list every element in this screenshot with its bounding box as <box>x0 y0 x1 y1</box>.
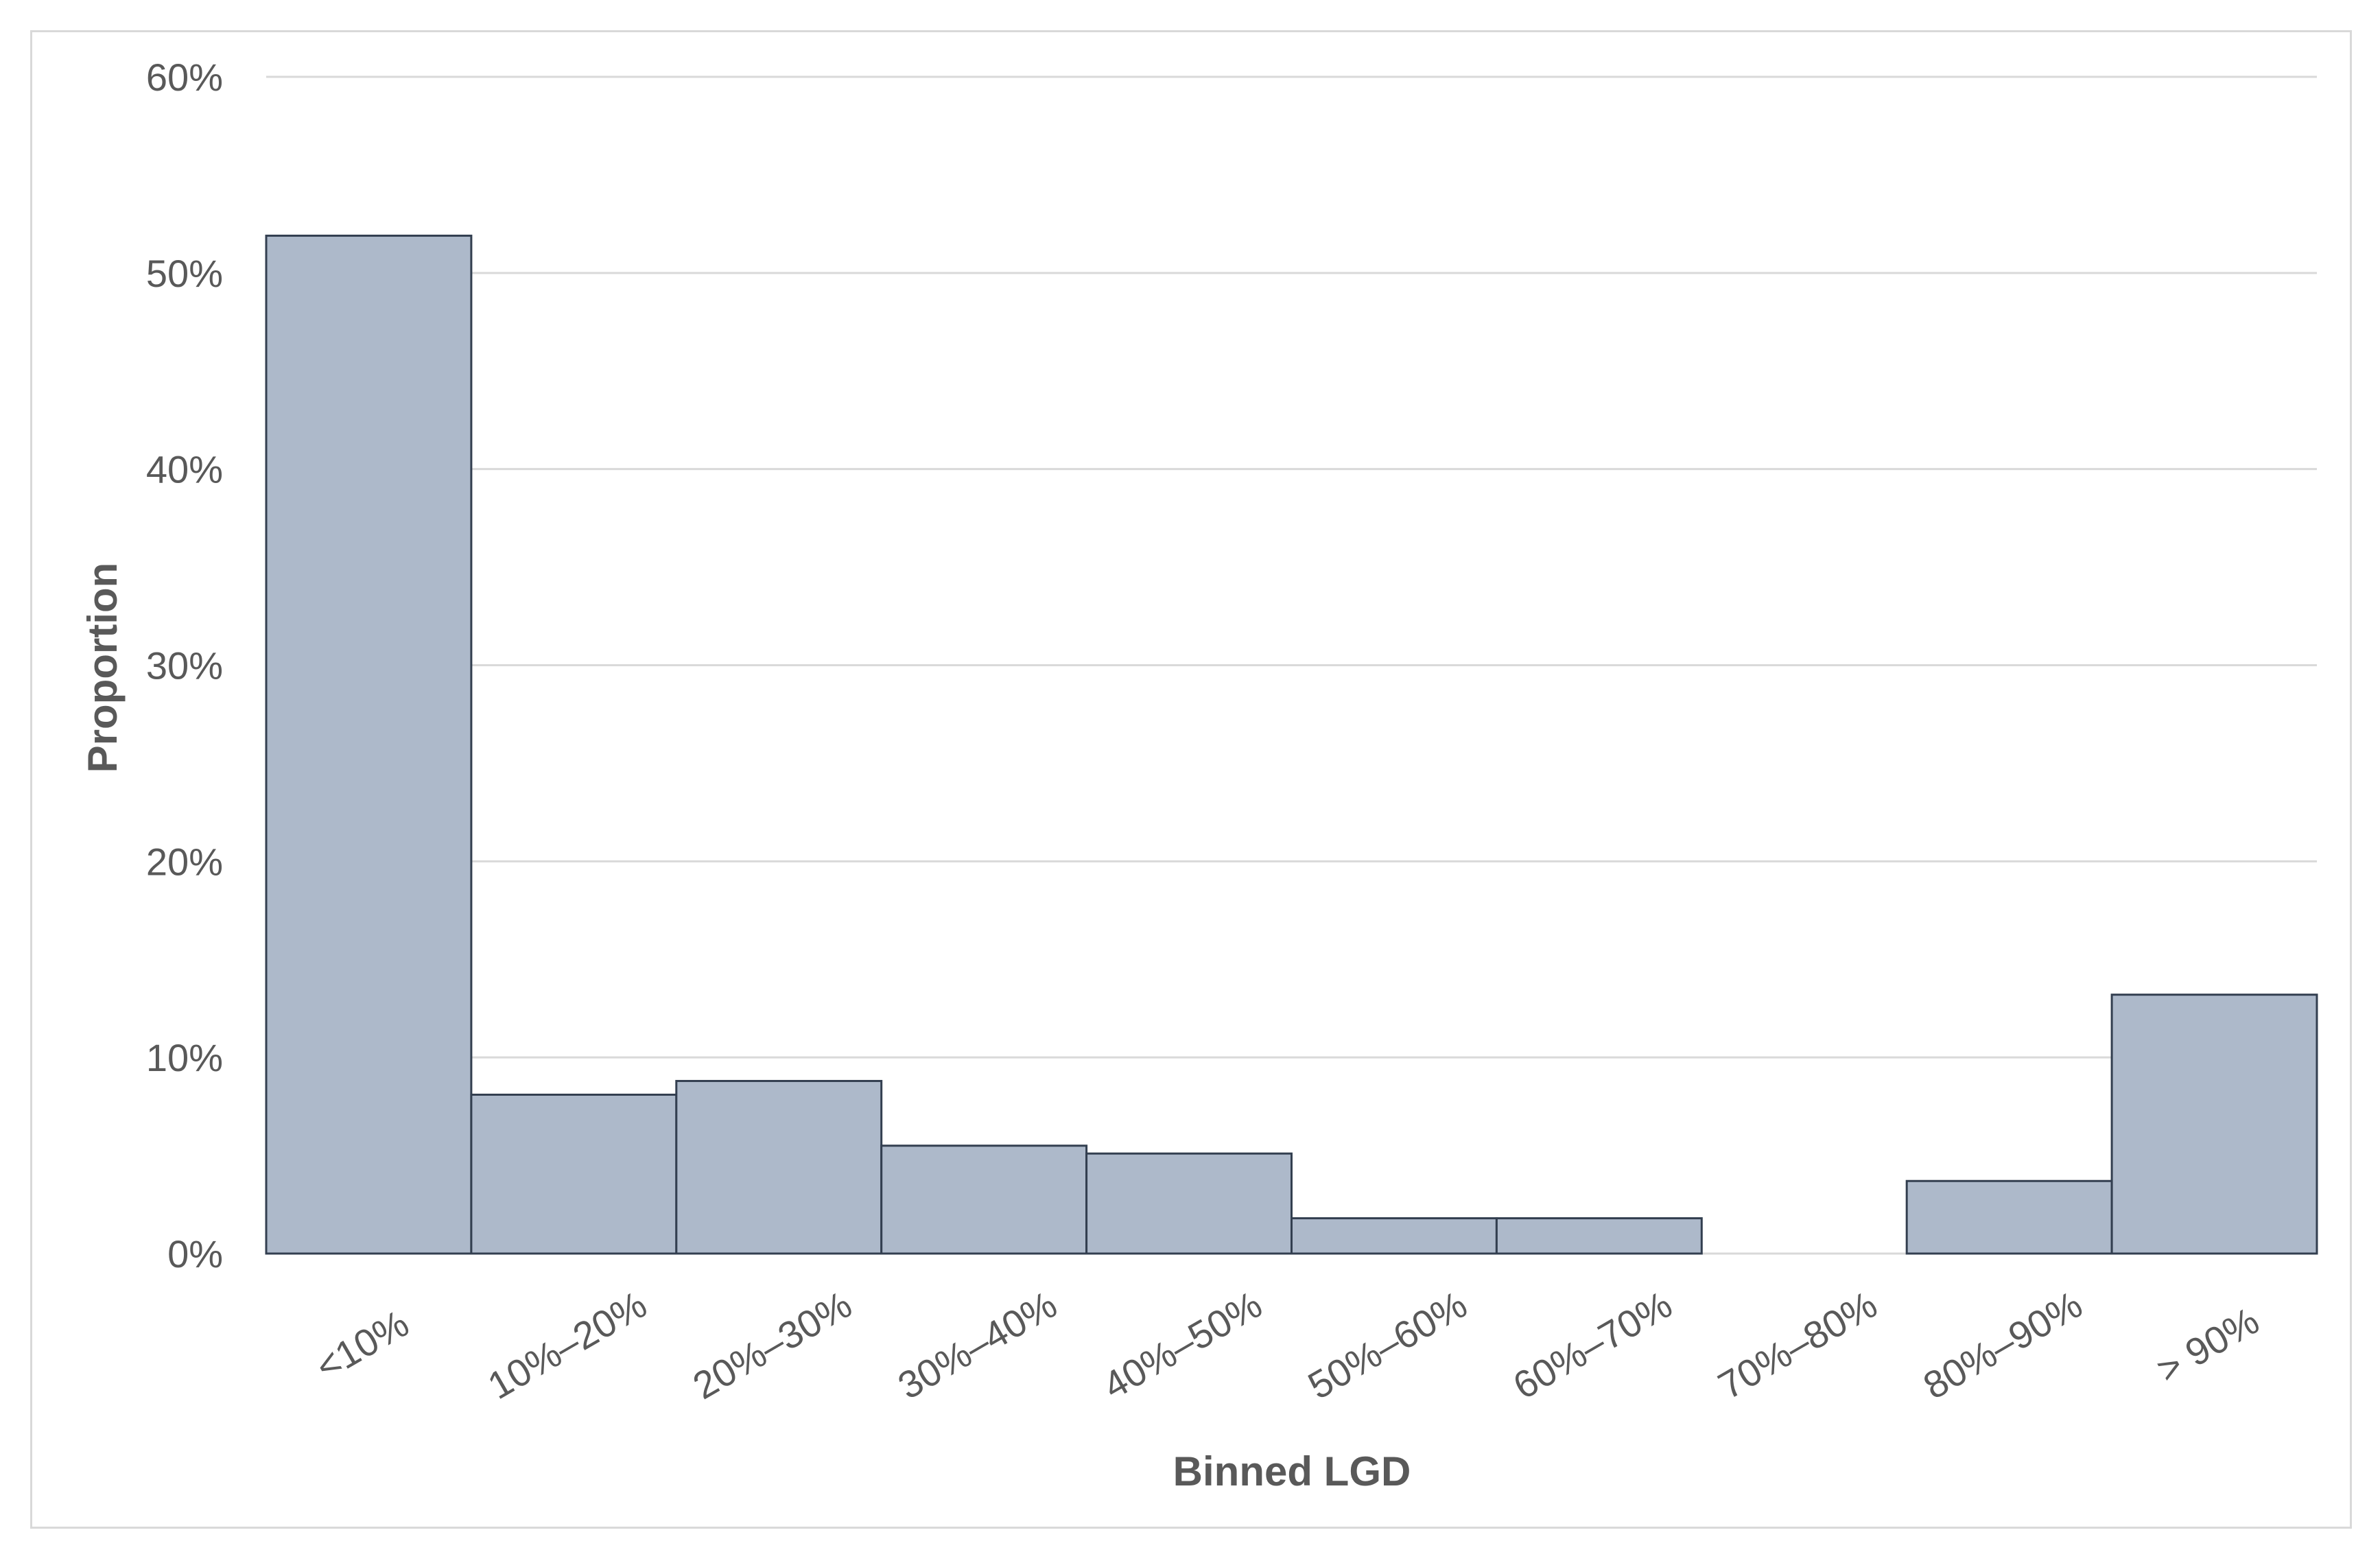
x-tick-label: <10% <box>308 1302 416 1389</box>
y-axis-title: Proportion <box>80 563 126 773</box>
bar <box>1085 1152 1293 1255</box>
x-tick-label: > 90% <box>2149 1299 2266 1391</box>
x-tick-label: 40%–50% <box>1096 1282 1269 1407</box>
x-tick-labels: <10% 10%–20% 20%–30% 30%–40% 40%–50% 50%–60% 6… <box>308 1282 2266 1407</box>
bar <box>880 1144 1088 1255</box>
x-tick-label: 80%–90% <box>1916 1282 2090 1407</box>
x-axis-title: Binned LGD <box>1173 1448 1411 1494</box>
x-tick-label: 10%–20% <box>480 1282 654 1407</box>
x-tick-label: 70%–80% <box>1711 1282 1885 1407</box>
bar <box>1905 1179 2113 1255</box>
bar <box>470 1093 678 1255</box>
grid-layer <box>266 75 2317 1255</box>
x-tick-label: 50%–60% <box>1301 1282 1474 1407</box>
y-tick-label: 20% <box>146 840 223 883</box>
x-tick-label: 20%–30% <box>685 1282 859 1407</box>
bar <box>265 235 473 1255</box>
y-tick-label: 0% <box>167 1232 223 1276</box>
y-tick-label: 60% <box>146 56 223 99</box>
bar-layer <box>265 235 2318 1255</box>
y-tick-label: 10% <box>146 1036 223 1079</box>
y-tick-label: 30% <box>146 644 223 688</box>
bar <box>2110 994 2318 1255</box>
y-tick-label: 50% <box>146 252 223 295</box>
y-tick-label: 40% <box>146 448 223 491</box>
bar <box>1495 1217 1703 1255</box>
y-tick-labels: 0% 10% 20% 30% 40% 50% 60% <box>146 56 223 1276</box>
x-tick-label: 30%–40% <box>891 1282 1064 1407</box>
x-tick-label: 60%–70% <box>1506 1282 1680 1407</box>
bar <box>1291 1217 1498 1255</box>
bar <box>675 1079 883 1255</box>
